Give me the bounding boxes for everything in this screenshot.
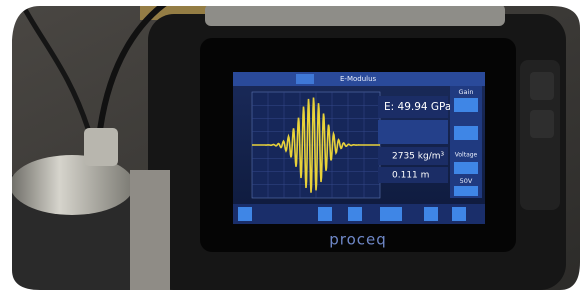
brand-logo: proceq (329, 231, 387, 249)
result-text: E: 49.94 GPa (384, 101, 451, 113)
channel-box (378, 120, 448, 144)
density-text: 2735 kg/m³ (392, 152, 444, 162)
mode-label: E-Modulus (340, 75, 377, 83)
toolbar-button[interactable] (424, 207, 438, 221)
toolbar-button[interactable] (318, 207, 332, 221)
waveform-plot (252, 92, 380, 198)
probe-connector (84, 128, 118, 166)
toolbar-button[interactable] (452, 207, 466, 221)
voltage-label: Voltage (455, 152, 478, 159)
toolbar-button[interactable] (348, 207, 362, 221)
sample-block (130, 170, 170, 292)
side-button (530, 110, 554, 138)
distance-text: 0.111 m (392, 171, 429, 181)
side-button (530, 72, 554, 100)
page: {"screen": {"mode": "E-Modulus", "result… (0, 0, 588, 292)
header-button[interactable] (296, 74, 314, 84)
gain-down-button[interactable] (454, 126, 478, 140)
toolbar-button[interactable] (380, 207, 402, 221)
device-hinge (205, 4, 505, 26)
voltage-value: 50V (460, 177, 473, 185)
gain-label: Gain (459, 88, 474, 96)
toolbar-button[interactable] (238, 207, 252, 221)
gain-up-button[interactable] (454, 98, 478, 112)
voltage-down-button[interactable] (454, 186, 478, 196)
photo: E-Modulus E: 49.94 GPa 2735 kg/m³ 0.111 … (0, 0, 588, 292)
voltage-up-button[interactable] (454, 162, 478, 174)
